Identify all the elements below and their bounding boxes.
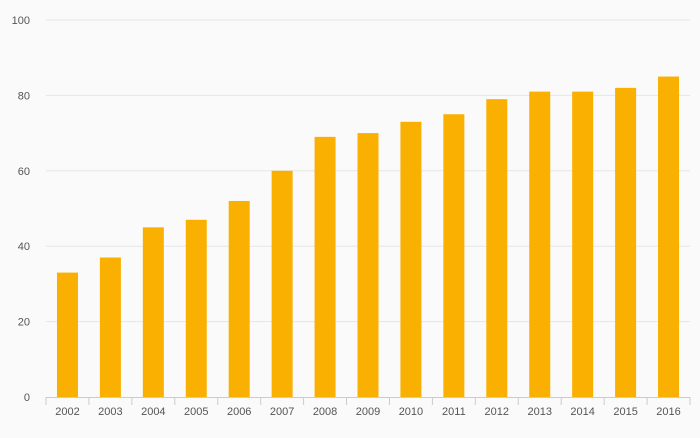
x-tick-label: 2012 (485, 406, 509, 418)
x-tick-label: 2013 (527, 406, 551, 418)
y-tick-label: 0 (24, 392, 30, 404)
x-tick-label: 2005 (184, 406, 208, 418)
bar-2013 (529, 91, 551, 397)
bar-2002 (56, 272, 78, 397)
x-tick-label: 2010 (399, 406, 423, 418)
y-tick-label: 80 (18, 90, 30, 102)
x-tick-label: 2009 (356, 406, 380, 418)
bar-2015 (615, 87, 637, 398)
bar-2014 (572, 91, 594, 397)
x-axis (45, 397, 691, 405)
bar-2009 (357, 133, 379, 397)
x-tick-label: 2004 (141, 406, 165, 418)
bar-2006 (228, 200, 250, 397)
bar-2010 (400, 121, 422, 397)
y-tick-label: 60 (18, 166, 30, 178)
bar-2016 (658, 76, 680, 398)
x-tick-label: 2006 (227, 406, 251, 418)
x-tick-label: 2002 (55, 406, 79, 418)
bar-2012 (486, 99, 508, 398)
x-tick-label: 2015 (613, 406, 637, 418)
y-axis-tick-labels: 0 20 40 60 80 100 (12, 15, 30, 404)
y-tick-label: 100 (12, 15, 30, 27)
x-tick-label: 2003 (98, 406, 122, 418)
bar-2011 (443, 114, 465, 397)
x-tick-label: 2014 (570, 406, 594, 418)
bar-2004 (142, 227, 164, 397)
bars (56, 76, 680, 398)
bar-2007 (271, 170, 293, 397)
x-axis-tick-labels: 2002 2003 2004 2005 2006 2007 2008 2009 2010 2011… (55, 406, 681, 418)
bar-2008 (314, 136, 336, 397)
bar-2003 (99, 257, 121, 397)
bar-2005 (185, 219, 207, 397)
x-tick-label: 2008 (313, 406, 337, 418)
x-tick-label: 2011 (442, 406, 466, 418)
x-tick-label: 2016 (656, 406, 680, 418)
y-tick-label: 40 (18, 241, 30, 253)
y-tick-label: 20 (18, 317, 30, 329)
x-tick-label: 2007 (270, 406, 294, 418)
